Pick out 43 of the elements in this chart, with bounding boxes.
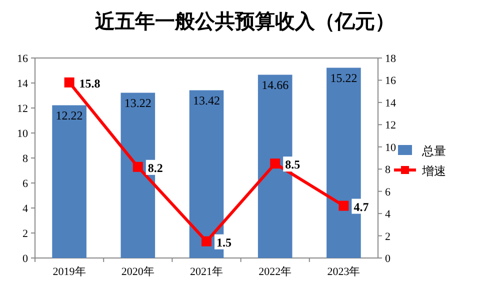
y2-tick-label: 14 xyxy=(385,97,396,110)
y-tick-label: 6 xyxy=(22,178,28,190)
x-tick-label: 2023年 xyxy=(327,266,360,278)
legend-label: 总量 xyxy=(421,144,446,158)
y2-tick-label: 2 xyxy=(385,230,390,243)
y-tick-label: 8 xyxy=(22,153,28,165)
data-label: 15.8 xyxy=(79,76,100,90)
point xyxy=(338,200,349,211)
point xyxy=(64,77,74,88)
y-tick-label: 2 xyxy=(22,228,28,240)
legend-label: 增速 xyxy=(421,164,446,178)
data-label: 1.5 xyxy=(216,235,232,250)
data-label: 13.22 xyxy=(124,96,152,110)
y2-tick-label: 12 xyxy=(385,120,396,132)
y2-tick-label: 18 xyxy=(385,53,396,65)
y2-tick-label: 10 xyxy=(385,142,396,154)
x-tick-label: 2021年 xyxy=(190,266,223,278)
x-tick-label: 2020年 xyxy=(121,266,154,278)
y-tick-label: 0 xyxy=(22,253,28,265)
x-tick-label: 2022年 xyxy=(258,266,292,278)
y-tick-label: 16 xyxy=(17,53,28,65)
y2-tick-label: 6 xyxy=(385,186,391,198)
y2-tick-label: 8 xyxy=(385,164,391,176)
y-tick-label: 14 xyxy=(17,78,28,90)
y-tick-label: 4 xyxy=(22,203,28,215)
chart-title: 近五年一般公共预算收入（亿元） xyxy=(94,10,395,33)
y2-tick-label: 4 xyxy=(385,208,391,221)
y2-tick-label: 16 xyxy=(385,75,396,88)
point xyxy=(202,236,212,246)
y2-tick-label: 0 xyxy=(385,253,391,265)
point xyxy=(270,158,280,169)
data-label: 12.22 xyxy=(56,108,83,122)
bar xyxy=(52,105,86,258)
y-tick-label: 10 xyxy=(17,128,28,140)
data-label: 8.2 xyxy=(148,160,163,175)
x-tick-label: 2019年 xyxy=(52,266,86,278)
point xyxy=(132,162,143,172)
data-label: 8.5 xyxy=(285,158,300,172)
data-label: 15.22 xyxy=(330,70,358,85)
y-tick-label: 12 xyxy=(17,103,28,115)
data-label: 4.7 xyxy=(354,200,369,214)
data-label: 14.66 xyxy=(262,78,289,92)
data-label: 13.42 xyxy=(193,93,220,108)
